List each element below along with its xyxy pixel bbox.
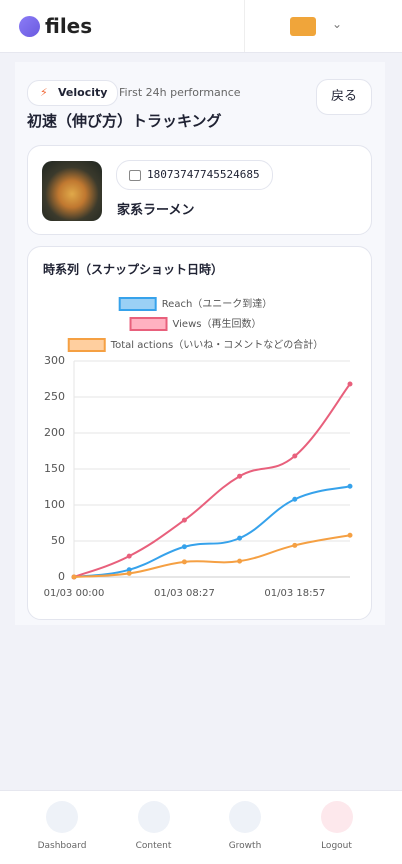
x-tick-label: 01/03 08:27 <box>154 588 215 599</box>
data-point <box>292 496 298 502</box>
header: files ⌄ <box>0 0 402 53</box>
legend-label: Total actions（いいね・コメントなどの合計） <box>110 338 324 351</box>
nav-label: Dashboard <box>37 841 87 851</box>
page-title: 初速（伸び方）トラッキング <box>27 112 222 130</box>
bottom-nav: Dashboard Content Growth Logout <box>0 790 402 864</box>
nav-item[interactable]: Dashboard <box>22 801 102 861</box>
nav-item[interactable]: Content <box>114 801 194 861</box>
nav-icon <box>46 801 78 833</box>
post-id: 18073747745524685 <box>147 168 260 181</box>
divider <box>244 0 245 52</box>
data-point <box>347 532 353 538</box>
legend-swatch <box>129 317 168 331</box>
data-point <box>237 535 243 541</box>
data-point <box>292 542 298 548</box>
badge-text: Velocity <box>58 86 108 99</box>
post-name: 家系ラーメン <box>117 203 195 218</box>
data-point <box>347 381 353 387</box>
legend-item: Total actions（いいね・コメントなどの合計） <box>67 338 324 352</box>
post-card: 18073747745524685 家系ラーメン <box>27 145 372 235</box>
series-line <box>73 485 351 578</box>
y-tick-label: 50 <box>51 534 65 547</box>
series-line <box>73 534 351 578</box>
data-point <box>237 473 243 479</box>
back-button[interactable]: 戻る <box>316 79 372 115</box>
y-tick-label: 100 <box>44 498 65 511</box>
data-point <box>292 453 298 459</box>
logo-text: files <box>45 14 93 38</box>
legend-swatch <box>118 297 157 311</box>
data-point <box>181 559 187 565</box>
folder-button[interactable] <box>290 17 316 36</box>
y-tick-label: 300 <box>44 354 65 367</box>
legend-item: Views（再生回数） <box>129 317 262 331</box>
nav-icon <box>137 801 170 833</box>
legend-label: Views（再生回数） <box>173 317 262 330</box>
nav-item[interactable]: Logout <box>297 801 377 861</box>
id-pill: 18073747745524685 <box>116 160 273 190</box>
nav-icon <box>229 801 261 833</box>
post-thumbnail <box>42 161 102 221</box>
chart-title: 時系列（スナップショット日時） <box>43 262 223 277</box>
data-point <box>126 570 132 576</box>
velocity-badge: ⚡ Velocity <box>27 80 119 106</box>
nav-icon <box>320 801 353 833</box>
x-tick-label: 01/03 00:00 <box>44 588 105 599</box>
nav-item[interactable]: Growth <box>205 801 285 861</box>
data-point <box>181 544 187 550</box>
data-point <box>237 558 243 564</box>
series-line <box>73 383 351 578</box>
data-point <box>126 567 132 573</box>
legend-item: Reach（ユニーク到達） <box>118 297 273 311</box>
logo-icon <box>19 16 40 37</box>
nav-label: Growth <box>228 841 262 851</box>
y-tick-label: 0 <box>58 570 65 583</box>
legend-swatch <box>67 338 106 352</box>
data-point <box>126 553 132 559</box>
x-tick-label: 01/03 18:57 <box>264 588 325 599</box>
data-point <box>347 483 353 489</box>
dropdown-caret[interactable]: ⌄ <box>332 17 343 31</box>
legend-label: Reach（ユニーク到達） <box>162 298 273 310</box>
data-point <box>181 517 187 523</box>
nav-label: Content <box>135 841 172 851</box>
y-tick-label: 250 <box>44 390 65 403</box>
nav-label: Logout <box>321 841 352 851</box>
y-tick-label: 150 <box>44 462 65 475</box>
y-tick-label: 200 <box>44 426 65 439</box>
data-point <box>71 574 77 580</box>
subtitle: First 24h performance <box>119 86 241 99</box>
